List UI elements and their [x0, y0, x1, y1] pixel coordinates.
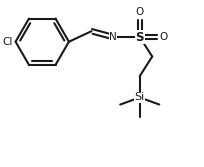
- Text: Cl: Cl: [2, 37, 13, 47]
- Text: N: N: [109, 32, 117, 42]
- Text: S: S: [135, 31, 144, 44]
- Text: O: O: [136, 8, 144, 18]
- Text: O: O: [159, 32, 167, 42]
- Text: Si: Si: [135, 93, 145, 102]
